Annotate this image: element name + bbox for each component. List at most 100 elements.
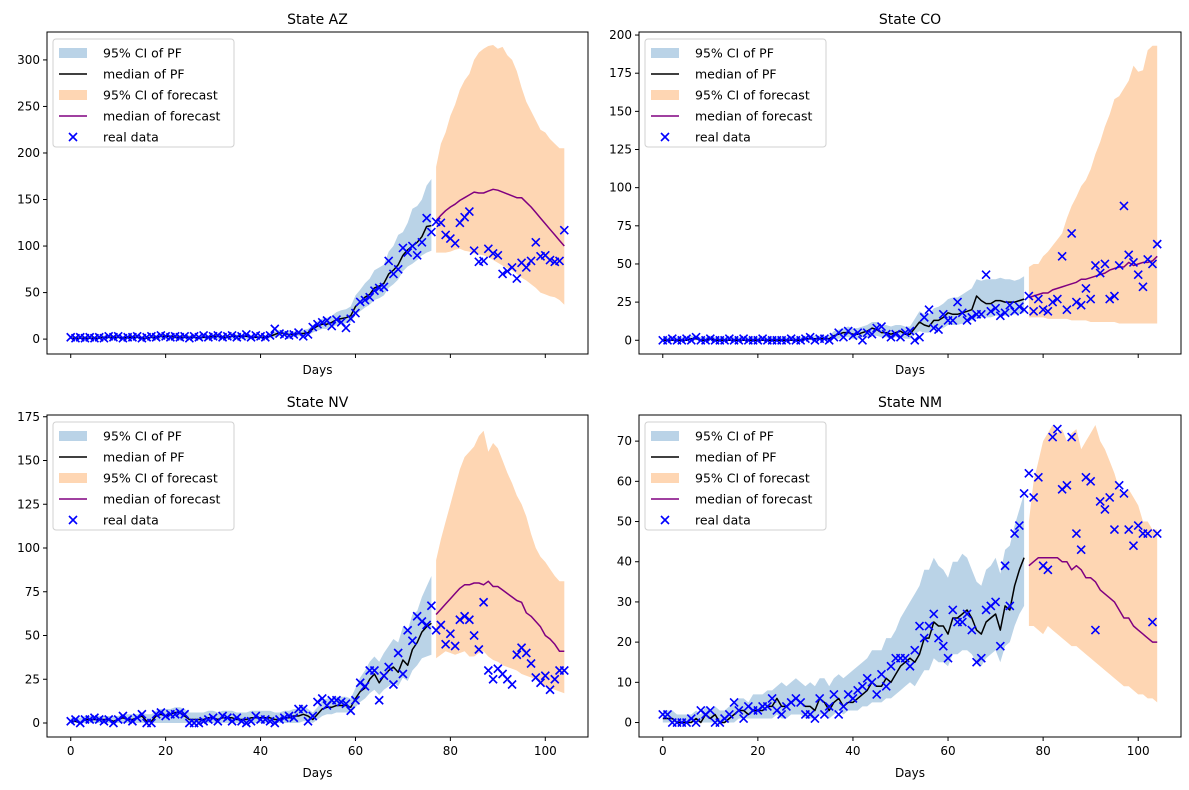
y-tick-label: 150: [609, 104, 632, 118]
real-data-point: [450, 238, 460, 248]
subplot-title: State NM: [878, 395, 942, 411]
real-data-point: [66, 716, 76, 726]
real-data-point: [900, 653, 910, 663]
real-data-point: [1033, 472, 1043, 482]
real-data-point: [1090, 260, 1100, 271]
real-data-point: [132, 713, 142, 723]
legend-label: 95% CI of PF: [695, 46, 774, 61]
real-data-point: [507, 262, 517, 273]
real-data-point: [422, 213, 432, 223]
real-data-point: [981, 270, 991, 280]
real-data-point: [512, 274, 522, 284]
real-data-point: [218, 711, 228, 721]
real-data-point: [417, 616, 427, 627]
real-data-point: [762, 701, 772, 712]
y-tick-label: 0: [624, 333, 632, 347]
real-data-point: [341, 699, 351, 709]
real-data-point: [1000, 308, 1010, 318]
real-data-point: [203, 714, 213, 725]
real-data-point: [810, 713, 820, 724]
real-data-point: [1029, 492, 1039, 502]
real-data-point: [933, 325, 944, 335]
real-data-point: [398, 669, 408, 679]
legend-label: real data: [695, 130, 751, 145]
real-data-point: [829, 689, 839, 699]
real-data-point: [948, 315, 958, 325]
real-data-point: [260, 714, 270, 725]
real-data-point: [232, 713, 242, 723]
real-data-point: [1067, 228, 1077, 239]
real-data-point: [976, 653, 986, 663]
real-data-point: [1152, 239, 1162, 249]
real-data-point: [237, 331, 247, 341]
x-tick-label: 20: [750, 744, 765, 758]
real-data-point: [194, 332, 204, 342]
subplot-title: State NV: [287, 395, 349, 411]
real-data-point: [834, 709, 844, 720]
real-data-point: [886, 332, 896, 342]
legend-label: median of PF: [103, 450, 185, 465]
y-tick-label: 70: [617, 434, 632, 448]
real-data-point: [1043, 306, 1053, 316]
real-data-point: [1114, 480, 1124, 490]
real-data-point: [85, 714, 95, 725]
real-data-point: [127, 716, 137, 726]
real-data-point: [1014, 520, 1024, 531]
real-data-point: [303, 329, 313, 340]
real-data-point: [521, 262, 531, 273]
legend-swatch-ci-pf: [651, 48, 679, 58]
subplot-state-nv: 0 20 40 60 80 100 0 25 50 75 100 125 150 175 State NV D…: [17, 395, 589, 780]
real-data-point: [857, 681, 868, 691]
real-data-point: [479, 256, 489, 266]
real-data-point: [1071, 529, 1081, 539]
real-data-point: [1105, 294, 1115, 304]
legend: 95% CI of PF median of PF 95% CI of foreca…: [52, 38, 235, 148]
real-data-point: [355, 678, 365, 688]
legend: 95% CI of PF median of PF 95% CI of foreca…: [644, 421, 827, 531]
real-data-point: [289, 713, 299, 723]
real-data-point: [531, 237, 541, 247]
real-data-point: [227, 330, 237, 340]
real-data-point: [824, 335, 834, 345]
real-data-point: [369, 665, 380, 676]
real-data-point: [1124, 250, 1134, 260]
real-data-point: [118, 711, 128, 721]
real-data-point: [483, 665, 493, 676]
real-data-point: [441, 639, 451, 649]
real-data-point: [914, 332, 925, 342]
x-tick-label: 80: [1035, 744, 1050, 758]
real-data-point: [260, 332, 270, 342]
real-data-point: [857, 335, 868, 345]
real-data-point: [464, 207, 474, 217]
real-data-point: [724, 709, 734, 720]
real-data-point: [995, 311, 1005, 321]
real-data-point: [867, 329, 877, 339]
real-data-point: [933, 633, 944, 643]
real-data-point: [1133, 270, 1143, 280]
real-data-point: [705, 705, 715, 716]
real-data-point: [407, 636, 417, 646]
plot-area: [66, 430, 569, 728]
real-data-point: [1124, 525, 1134, 535]
real-data-point: [1005, 300, 1015, 310]
real-data-point: [308, 711, 318, 721]
real-data-point: [279, 713, 289, 723]
real-data-point: [184, 333, 194, 343]
real-data-point: [208, 713, 218, 723]
real-data-point: [662, 709, 673, 720]
y-tick-label: 0: [624, 716, 632, 730]
x-axis-label: Days: [895, 363, 925, 377]
legend-label: real data: [103, 513, 159, 528]
real-data-point: [384, 256, 394, 266]
legend: 95% CI of PF median of PF 95% CI of foreca…: [644, 38, 827, 148]
real-data-point: [331, 315, 342, 325]
real-data-point: [550, 674, 560, 684]
legend-label: real data: [103, 130, 159, 145]
real-data-point: [691, 717, 701, 728]
y-tick-label: 50: [617, 257, 632, 271]
legend-label: median of forecast: [695, 492, 813, 507]
real-data-point: [1029, 306, 1039, 316]
real-data-point: [919, 312, 929, 322]
y-tick-label: 200: [609, 28, 632, 42]
